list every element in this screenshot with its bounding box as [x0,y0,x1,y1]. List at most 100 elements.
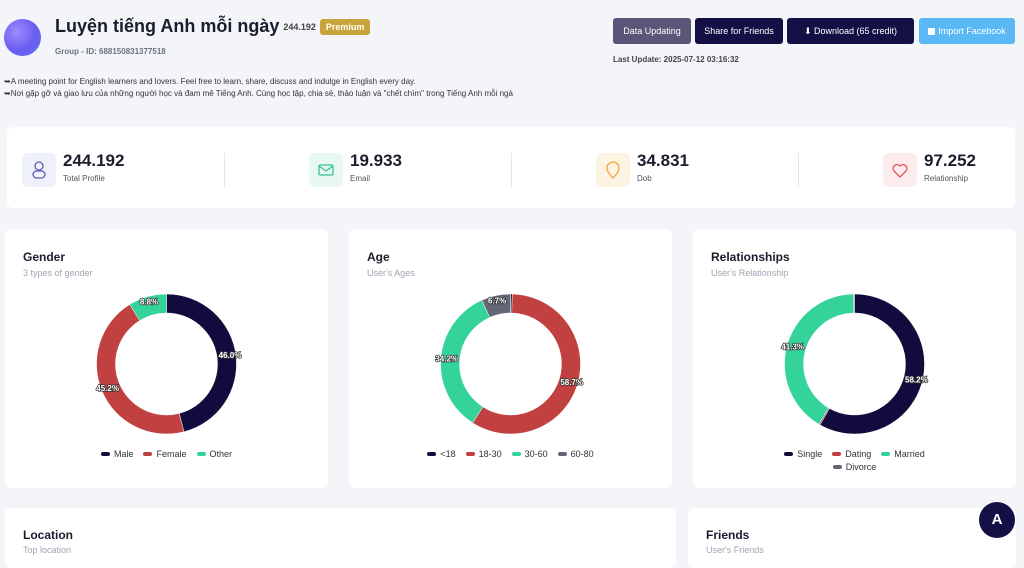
donut-chart: 46.0% 45.2% 8.8% [96,293,242,435]
location-card: Location Top location [5,508,676,568]
card-title: Friends [706,528,750,542]
legend-swatch [832,452,842,456]
data-updating-button[interactable]: Data Updating [613,18,691,44]
last-update: Last Update: 2025-07-12 03:16:32 [613,55,739,64]
legend-item: <18 [427,449,456,459]
legend-item: 18-30 [465,449,502,459]
group-title: Luyện tiếng Anh mỗi ngày 244.192 Premium [55,16,371,37]
legend-item: Male [100,449,134,459]
assistant-button[interactable]: A [979,502,1015,538]
card-subtitle: User's Friends [706,545,764,555]
avatar [4,19,41,56]
stat-label: Relationship [924,174,969,183]
slice-label: 34.2% [435,354,458,363]
legend-label: Dating [845,449,872,459]
legend-item: Divorce [832,462,877,472]
legend-label: 60-80 [570,449,594,459]
legend-swatch [832,465,842,469]
donut-slice [784,293,855,425]
donut-slice [472,293,581,435]
divider [511,153,512,187]
stat-value: 34.831 [637,151,689,170]
stat-label: Email [350,174,371,183]
download-icon: ⬇ [803,26,814,36]
legend-label: Single [797,449,823,459]
card-title: Relationships [711,250,790,264]
group-id: Group - ID: 688150831377518 [55,47,166,56]
legend-swatch [881,452,891,456]
legend-item: 30-60 [511,449,548,459]
divider [224,153,225,187]
donut-slice [166,293,237,433]
card-subtitle: User's Ages [367,268,415,278]
slice-label: 8.8% [140,298,158,307]
email-icon [309,153,343,187]
legend-swatch [143,452,153,456]
import-button[interactable]: Import Facebook [919,18,1015,44]
legend-swatch [784,452,794,456]
download-label: Download (65 credit) [814,26,898,36]
donut-slice [96,304,185,435]
legend-swatch [196,452,206,456]
friends-card: Friends User's Friends [688,508,1016,568]
chart-card: Age User's Ages 58.7% 34.2% 6.7% <18 18-30 30-6… [349,229,672,488]
donut-slice [819,293,925,435]
stat-value: 19.933 [350,151,402,170]
slice-label: 46.0% [219,351,242,360]
legend-label: Divorce [845,462,877,472]
slice-label: 58.2% [905,375,928,384]
stat-value: 97.252 [924,151,976,170]
legend-item: Other [196,449,233,459]
slice-label: 58.7% [560,378,583,387]
legend-label: 18-30 [478,449,502,459]
donut-slice [853,293,855,314]
card-subtitle: User's Relationship [711,268,789,278]
relationship-icon [883,153,917,187]
legend-swatch [557,452,567,456]
legend-item: Dating [832,449,871,459]
slice-label: 6.7% [488,297,506,306]
legend-swatch [100,452,110,456]
fb-icon [928,28,936,35]
legend-item: Female [143,449,187,459]
legend-item: Married [881,449,925,459]
legend-label: 30-60 [524,449,548,459]
legend-swatch [511,452,521,456]
description-line: ➥A meeting point for English learners an… [4,77,416,86]
card-subtitle: 3 types of gender [23,268,93,278]
premium-badge: Premium [319,19,371,36]
legend-item: 60-80 [557,449,594,459]
dob-icon [596,153,630,187]
card-title: Location [23,528,73,542]
chart-card: Gender 3 types of gender 46.0% 45.2% 8.8% Mal… [5,229,328,488]
legend: <18 18-30 30-60 60-80 [421,449,601,459]
profile-icon [22,153,56,187]
download-button[interactable]: ⬇ Download (65 credit) [787,18,914,44]
legend: Single Dating Married Divorce [765,449,945,472]
donut-slice [481,293,511,318]
page: {"header": {"title": "Luyện tiếng Anh mỗ… [4,16,1016,568]
card-title: Age [367,250,390,264]
stat-value: 244.192 [63,151,125,170]
import-label: Import Facebook [938,26,1006,36]
slice-label: 41.3% [781,343,804,352]
share-button[interactable]: Share for Friends [695,18,783,44]
title-text: Luyện tiếng Anh mỗi ngày [55,16,280,36]
legend-label: Married [894,449,925,459]
legend-label: Female [156,449,187,459]
chart-card: Relationships User's Relationship 58.2% 41.… [693,229,1016,488]
donut-slice [129,293,167,321]
legend-swatch [465,452,475,456]
member-count: 244.192 [283,22,316,33]
stat-label: Dob [637,174,652,183]
donut-chart: 58.7% 34.2% 6.7% [435,293,584,435]
slice-label: 45.2% [96,384,119,393]
legend-swatch [427,452,437,456]
card-subtitle: Top location [23,545,72,555]
legend: Male Female Other [77,449,257,459]
description-line: ➥Nơi gặp gỡ và giao lưu của những người … [4,89,513,98]
legend-label: Male [113,449,134,459]
legend-label: <18 [440,449,456,459]
legend-label: Other [209,449,233,459]
legend-item: Single [784,449,822,459]
